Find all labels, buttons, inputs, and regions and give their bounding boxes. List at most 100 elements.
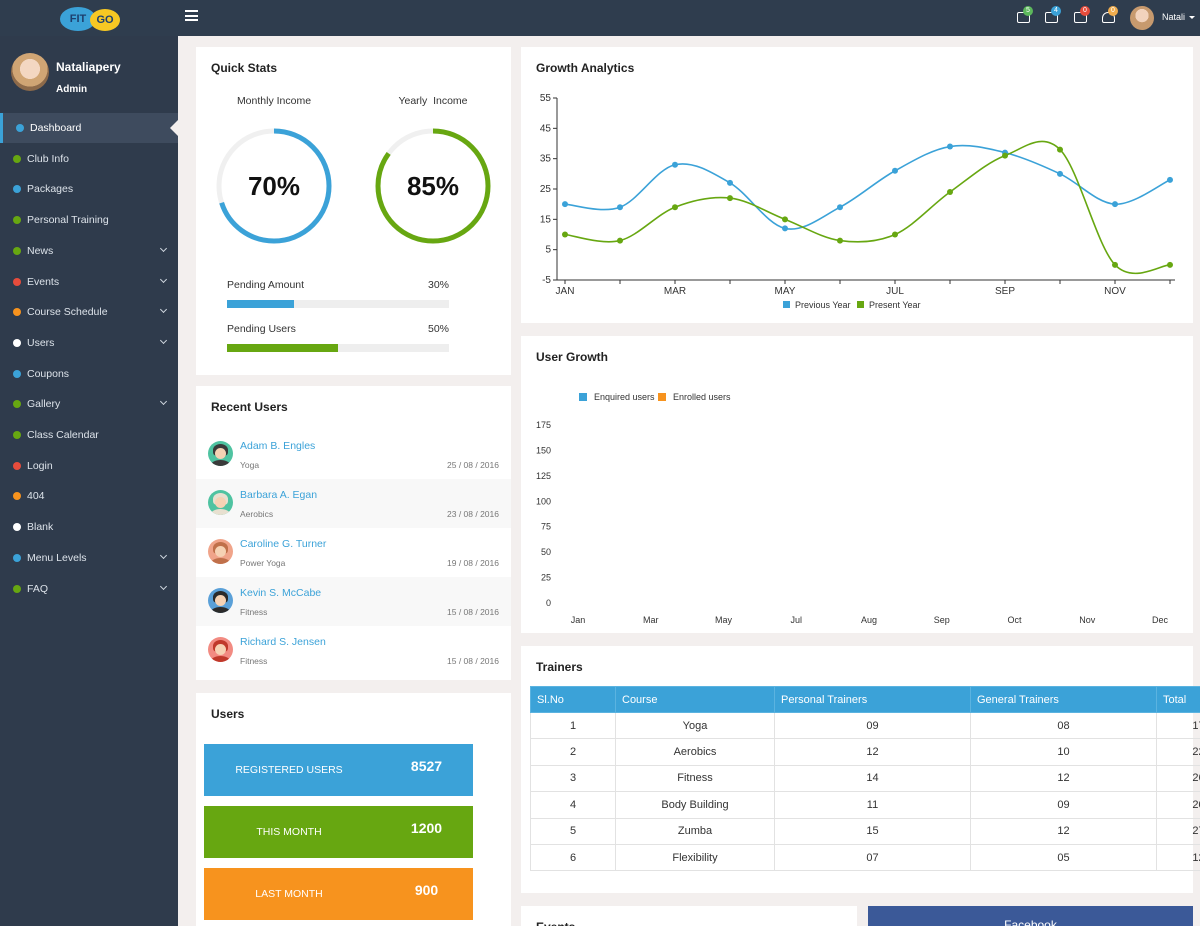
menu-item[interactable]: Class Calendar [0,420,178,450]
user-course: Fitness [240,656,268,666]
menu-icon [13,277,21,286]
panel-title: Quick Stats [211,61,278,75]
menu-item[interactable]: Login [0,451,178,481]
sidebar-role: Admin [56,84,88,95]
column-header: General Trainers [970,686,1157,713]
ring-label: Monthly Income [236,95,312,107]
user-name[interactable]: Natali [1162,12,1186,22]
point [892,167,898,174]
menu-icon [13,369,21,378]
table-cell: Fitness [615,764,775,793]
menu-item[interactable]: Menu Levels [0,543,178,573]
x-tick-label: MAR [664,286,686,297]
user-course: Power Yoga [240,558,286,568]
progress-label: Pending Amount [227,279,305,291]
user-row: Adam B. Engles Yoga 25 / 08 / 2016 [196,430,511,479]
point [617,237,623,244]
sidebar-user-name: Nataliapery [56,60,121,74]
menu-icon [13,584,21,593]
user-avatar[interactable] [1130,6,1154,30]
x-tick-label: Aug [861,615,877,625]
menu-item[interactable]: FAQ [0,574,178,604]
point [1057,146,1063,153]
table-cell: 2 [530,738,616,766]
stat-value: 900 [414,882,439,898]
menu-item[interactable]: Coupons [0,359,178,389]
menu-label: Blank [27,521,54,534]
x-tick-label: MAY [775,286,796,297]
top-bar: FIT GO 5 4 0 0 Natali [0,0,1200,36]
progress-track [227,300,449,308]
point [1167,176,1173,183]
point [1112,201,1118,208]
table-cell: Aerobics [615,738,775,766]
table-cell: 12 [774,738,971,766]
user-date: 15 / 08 / 2016 [447,607,499,617]
menu-icon [13,185,21,194]
user-name[interactable]: Barbara A. Egan [240,489,318,501]
point [837,237,843,244]
avatar-body [211,509,230,515]
menu-item[interactable]: News [0,236,178,266]
menu-label: Login [27,459,53,472]
panel-title: Recent Users [211,400,288,414]
submenu-chevron [159,398,168,406]
user-name[interactable]: Kevin S. McCabe [240,587,322,599]
point [947,189,953,196]
badge: 4 [1051,6,1061,16]
submenu-chevron [159,582,168,590]
menu-item[interactable]: Dashboard [0,113,179,143]
legend-swatch [783,301,790,308]
user-avatar [208,441,233,466]
column-header: Total [1156,686,1200,713]
logo: FIT GO [60,6,124,34]
legend-swatch [579,393,587,401]
stat-label: REGISTERED USERS [235,764,343,776]
table-cell: 17 [1156,711,1200,740]
menu-item[interactable]: Packages [0,174,178,204]
menu-item[interactable]: Gallery [0,389,178,419]
user-avatar [208,490,233,515]
menu-icon [13,154,21,163]
y-tick-label: 75 [541,522,551,532]
progress-bar [227,344,338,352]
menu-label: FAQ [27,582,49,595]
stat-box: THIS MONTH 1200 [204,806,473,858]
line-chart: -5 5 15 25 35 45 55 JAN MAR MAY JUL SEP NOV Previous … [540,93,1175,310]
user-name[interactable]: Caroline G. Turner [240,538,327,550]
ring-value: 85% [407,171,459,201]
progress-label: Pending Users [227,323,296,335]
menu-item[interactable]: 404 [0,481,178,511]
growth-analytics-panel: Growth Analytics -5 5 15 25 35 45 55 JAN MAR MAY JU… [521,47,1193,323]
menu-icon [16,124,24,132]
quick-stats-panel: Quick Stats 70% 85% Monthly Income Yearly In… [196,47,511,375]
trainers-table: Sl.No Course Personal Trainers General Trai… [530,686,1200,872]
user-date: 15 / 08 / 2016 [447,656,499,666]
x-tick-label: SEP [995,286,1015,297]
sidebar: Nataliapery Admin Dashboard Club Info Packag… [0,36,179,926]
stat-value: 8527 [410,758,443,774]
y-tick-label: -5 [542,275,551,286]
menu-toggle[interactable] [185,10,199,22]
menu-label: Club Info [27,152,70,165]
avatar-body [211,656,230,662]
user-name[interactable]: Adam B. Engles [240,440,316,452]
legend-label: Enrolled users [673,392,731,402]
y-tick-label: 35 [540,154,552,165]
menu-item[interactable]: Club Info [0,144,178,174]
user-date: 19 / 08 / 2016 [447,558,499,568]
stat-box: LAST MONTH 900 [204,868,473,920]
menu-item[interactable]: Events [0,267,178,297]
x-tick-label: Jan [571,615,586,625]
menu-item[interactable]: Blank [0,512,178,542]
user-name[interactable]: Richard S. Jensen [240,636,326,648]
menu-item[interactable]: Personal Training [0,205,178,235]
panel-title: Users [211,707,245,721]
x-tick-label: May [715,615,733,625]
point [727,179,733,186]
y-tick-label: 15 [540,214,552,225]
menu-item[interactable]: Users [0,328,178,358]
menu-item[interactable]: Course Schedule [0,297,178,327]
menu-label: Personal Training [27,214,109,227]
